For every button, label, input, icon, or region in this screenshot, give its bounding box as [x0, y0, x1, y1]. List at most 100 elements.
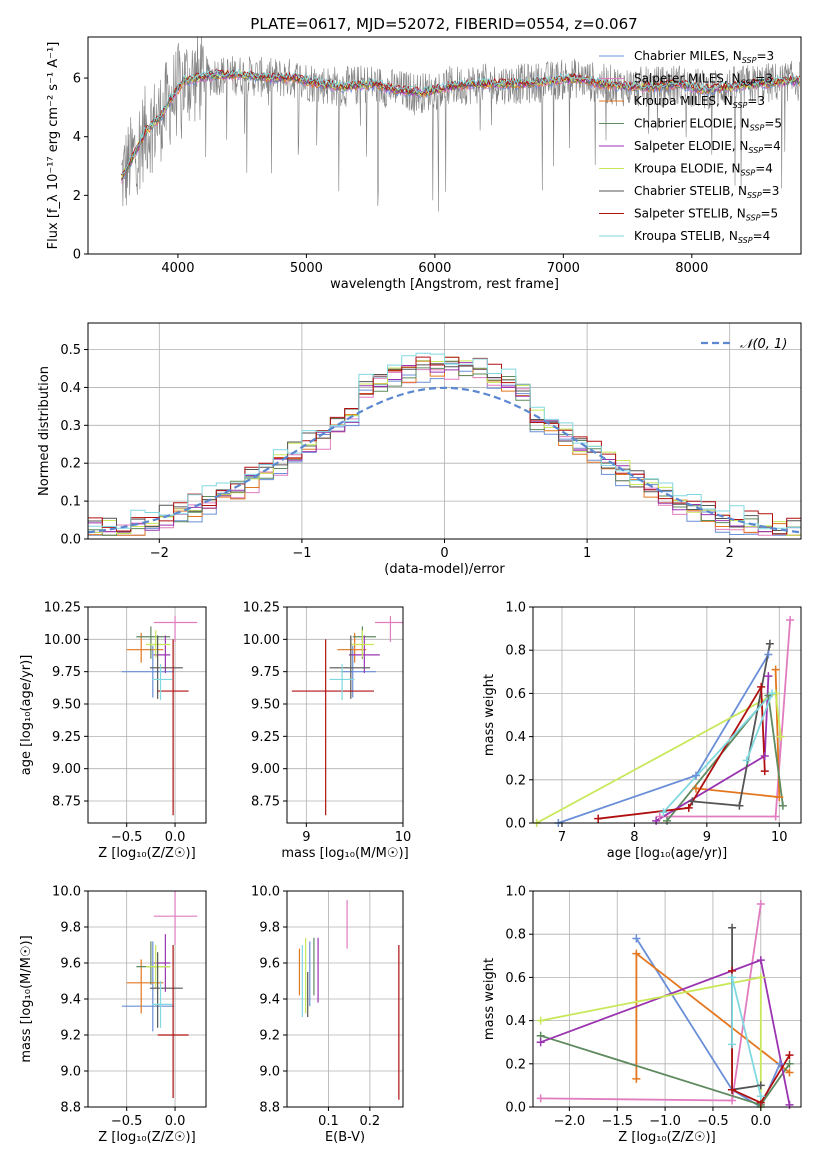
x-tick-label: 2: [726, 546, 734, 561]
legend-entry: Kroupa MILES, NSSP=3: [634, 94, 765, 110]
weight-marker: [655, 812, 664, 821]
chart-weight-vs-Z: −2.0 −1.5 −1.0 −0.5 0.0 0.0 0.2 0.4 0.6 0.8 1.0 Z […: [482, 885, 802, 1145]
weight-marker: [760, 752, 769, 761]
y-axis-label: Normed distribution: [37, 366, 52, 496]
x-axis-label: Z [log₁₀(Z/Z☉)]: [98, 1130, 195, 1145]
x-tick-label: 0.0: [165, 1114, 186, 1129]
y-tick-label: 9.2: [60, 1029, 81, 1044]
y-tick-label: 0.2: [505, 1057, 526, 1072]
weight-marker: [632, 934, 641, 943]
axes-frame: [87, 36, 802, 255]
legend-entry: Chabrier MILES, NSSP=3: [634, 49, 774, 65]
normal-reference-curve: [88, 386, 801, 534]
y-tick-label: 10.00: [44, 633, 81, 648]
y-tick-label: 9.50: [52, 698, 81, 713]
x-tick-label: 9: [703, 830, 711, 845]
axes-frame: [87, 606, 207, 824]
weight-line: [635, 938, 781, 1107]
y-tick-label: 10.25: [44, 601, 81, 616]
y-tick-label: 0.4: [505, 730, 526, 745]
chart-weight-vs-age: 7 8 9 10 0.0 0.2 0.4 0.6 0.8 1.0 age [log₁₀(age/yr…: [482, 601, 802, 861]
weight-marker: [785, 1051, 794, 1060]
weight-marker: [764, 672, 773, 681]
x-axis-label: Z [log₁₀(Z/Z☉)]: [98, 846, 195, 861]
x-tick-label: 1: [583, 546, 591, 561]
y-tick-label: 10.0: [251, 885, 280, 900]
y-tick-label: 0.0: [60, 533, 81, 548]
y-tick-label: 10.00: [243, 633, 280, 648]
residual-histogram: [88, 360, 801, 535]
weight-line: [536, 691, 782, 823]
weight-marker: [594, 814, 603, 823]
weight-marker: [652, 816, 661, 825]
weight-marker: [536, 1038, 545, 1047]
x-axis-label: wavelength [Angstrom, rest frame]: [330, 277, 559, 292]
plot-area: [121, 37, 801, 212]
y-tick-label: 4: [73, 130, 81, 145]
y-tick-label: 1.0: [505, 601, 526, 616]
weight-marker: [756, 899, 765, 908]
x-tick-label: 8000: [675, 261, 708, 276]
weight-marker: [778, 801, 787, 810]
weight-marker: [764, 650, 773, 659]
x-tick-label: 5000: [290, 261, 323, 276]
y-tick-label: 0.1: [60, 495, 81, 510]
weight-line: [540, 976, 762, 1107]
y-tick-label: 0.2: [505, 773, 526, 788]
residual-histogram: [88, 363, 801, 532]
x-tick-label: 8: [630, 830, 638, 845]
model-spectrum: [121, 68, 801, 175]
y-tick-label: 0.6: [505, 971, 526, 986]
x-tick-label: 10: [771, 830, 788, 845]
y-tick-label: 0.4: [60, 381, 81, 396]
weight-marker: [786, 615, 795, 624]
legend-entry: Chabrier STELIB, NSSP=3: [634, 184, 779, 200]
chart-mass-vs-Z: −0.5 0.0 8.8 9.0 9.2 9.4 9.6 9.8 10.0 Z [log₁₀(Z/…: [19, 885, 207, 1145]
weight-marker: [785, 1068, 794, 1077]
y-tick-label: 0.5: [60, 343, 81, 358]
y-axis-label: mass weight: [482, 674, 497, 756]
plot-area: [121, 891, 198, 1098]
x-tick-label: 7: [558, 830, 566, 845]
weight-line: [598, 683, 766, 820]
y-tick-label: 0.4: [505, 1014, 526, 1029]
y-tick-label: 1.0: [505, 885, 526, 900]
y-tick-label: 6: [73, 72, 81, 87]
weight-marker: [663, 816, 671, 825]
x-tick-label: −1: [292, 546, 311, 561]
x-tick-label: 9: [302, 830, 310, 845]
weight-marker: [684, 803, 693, 812]
legend-entry: 𝒩(0, 1): [740, 337, 787, 352]
y-tick-label: 0.3: [60, 419, 81, 434]
weight-marker: [632, 949, 641, 958]
x-tick-label: 0: [440, 546, 448, 561]
weight-marker: [728, 1085, 737, 1094]
y-tick-label: 9.0: [259, 1065, 280, 1080]
x-tick-label: 0.0: [165, 830, 186, 845]
y-tick-label: 9.2: [259, 1029, 280, 1044]
x-tick-label: −2.0: [554, 1114, 586, 1129]
y-axis-label: mass [log₁₀(M/M☉)]: [19, 935, 34, 1062]
y-tick-label: 9.0: [60, 1065, 81, 1080]
weight-marker: [756, 956, 765, 965]
x-tick-label: 10: [395, 830, 412, 845]
weight-marker: [728, 1096, 737, 1105]
legend: Chabrier MILES, NSSP=3 Salpeter MILES, NS…: [599, 49, 782, 245]
y-tick-label: 9.50: [251, 698, 280, 713]
weight-marker: [765, 639, 774, 648]
y-tick-label: 0.8: [505, 928, 526, 943]
axes-frame: [532, 606, 802, 824]
residual-histogram: [88, 352, 801, 530]
legend-entry: Kroupa STELIB, NSSP=4: [634, 229, 770, 245]
x-tick-label: −0.5: [111, 1114, 143, 1129]
weight-marker: [536, 1094, 545, 1103]
y-tick-label: 10.25: [243, 601, 280, 616]
x-tick-label: −0.5: [111, 830, 143, 845]
weight-marker: [771, 812, 780, 821]
x-tick-label: 0.1: [318, 1114, 339, 1129]
weight-marker: [756, 1092, 765, 1101]
weight-line: [558, 654, 770, 823]
weight-marker: [536, 1016, 545, 1025]
legend-entry: Kroupa ELODIE, NSSP=4: [634, 162, 773, 178]
y-axis-label: age [log₁₀(age/yr)]: [19, 655, 34, 776]
